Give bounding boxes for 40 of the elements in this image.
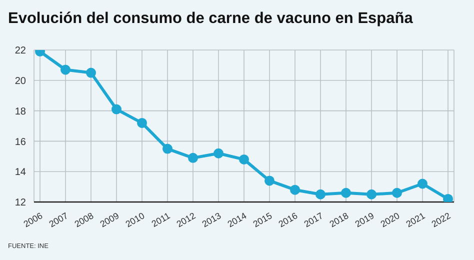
point bbox=[418, 178, 428, 189]
point bbox=[214, 148, 224, 158]
point bbox=[366, 189, 376, 200]
x-tick-label: 2013 bbox=[200, 210, 223, 230]
x-tick-label: 2009 bbox=[98, 210, 121, 230]
point bbox=[86, 68, 96, 78]
x-tick-label: 2017 bbox=[302, 210, 325, 230]
point bbox=[162, 144, 172, 154]
point bbox=[341, 188, 351, 198]
x-tick-label: 2010 bbox=[124, 210, 146, 230]
x-tick-label: 2007 bbox=[47, 210, 70, 230]
x-tick-label: 2020 bbox=[378, 210, 402, 230]
point bbox=[316, 189, 326, 200]
x-tick-label: 2018 bbox=[328, 210, 350, 230]
point bbox=[60, 64, 70, 75]
x-tick-label: 2015 bbox=[251, 210, 274, 230]
point bbox=[239, 154, 249, 164]
x-tick-label: 2011 bbox=[150, 210, 172, 229]
point bbox=[290, 184, 300, 195]
x-tick-label: 2014 bbox=[226, 210, 248, 230]
x-tick-label: 2006 bbox=[22, 210, 44, 230]
chart-title: Evolución del consumo de carne de vacuno en España bbox=[8, 10, 413, 28]
x-tick-label: 2019 bbox=[353, 210, 376, 230]
y-tick-label: 20 bbox=[14, 76, 26, 87]
point bbox=[264, 176, 274, 186]
x-tick-label: 2016 bbox=[276, 210, 300, 230]
x-tick-label: 2021 bbox=[404, 210, 427, 230]
point bbox=[112, 104, 122, 114]
point bbox=[443, 194, 453, 202]
point bbox=[137, 118, 147, 128]
y-tick-label: 14 bbox=[14, 167, 26, 178]
x-tick-label: 2022 bbox=[430, 210, 452, 230]
y-tick-label: 22 bbox=[14, 46, 26, 57]
point bbox=[392, 188, 402, 198]
point bbox=[188, 152, 198, 163]
x-tick-label: 2012 bbox=[174, 210, 198, 230]
y-tick-label: 18 bbox=[14, 106, 26, 118]
x-tick-label: 2008 bbox=[72, 210, 96, 230]
y-tick-label: 16 bbox=[14, 136, 26, 148]
y-tick-label: 12 bbox=[14, 198, 26, 209]
